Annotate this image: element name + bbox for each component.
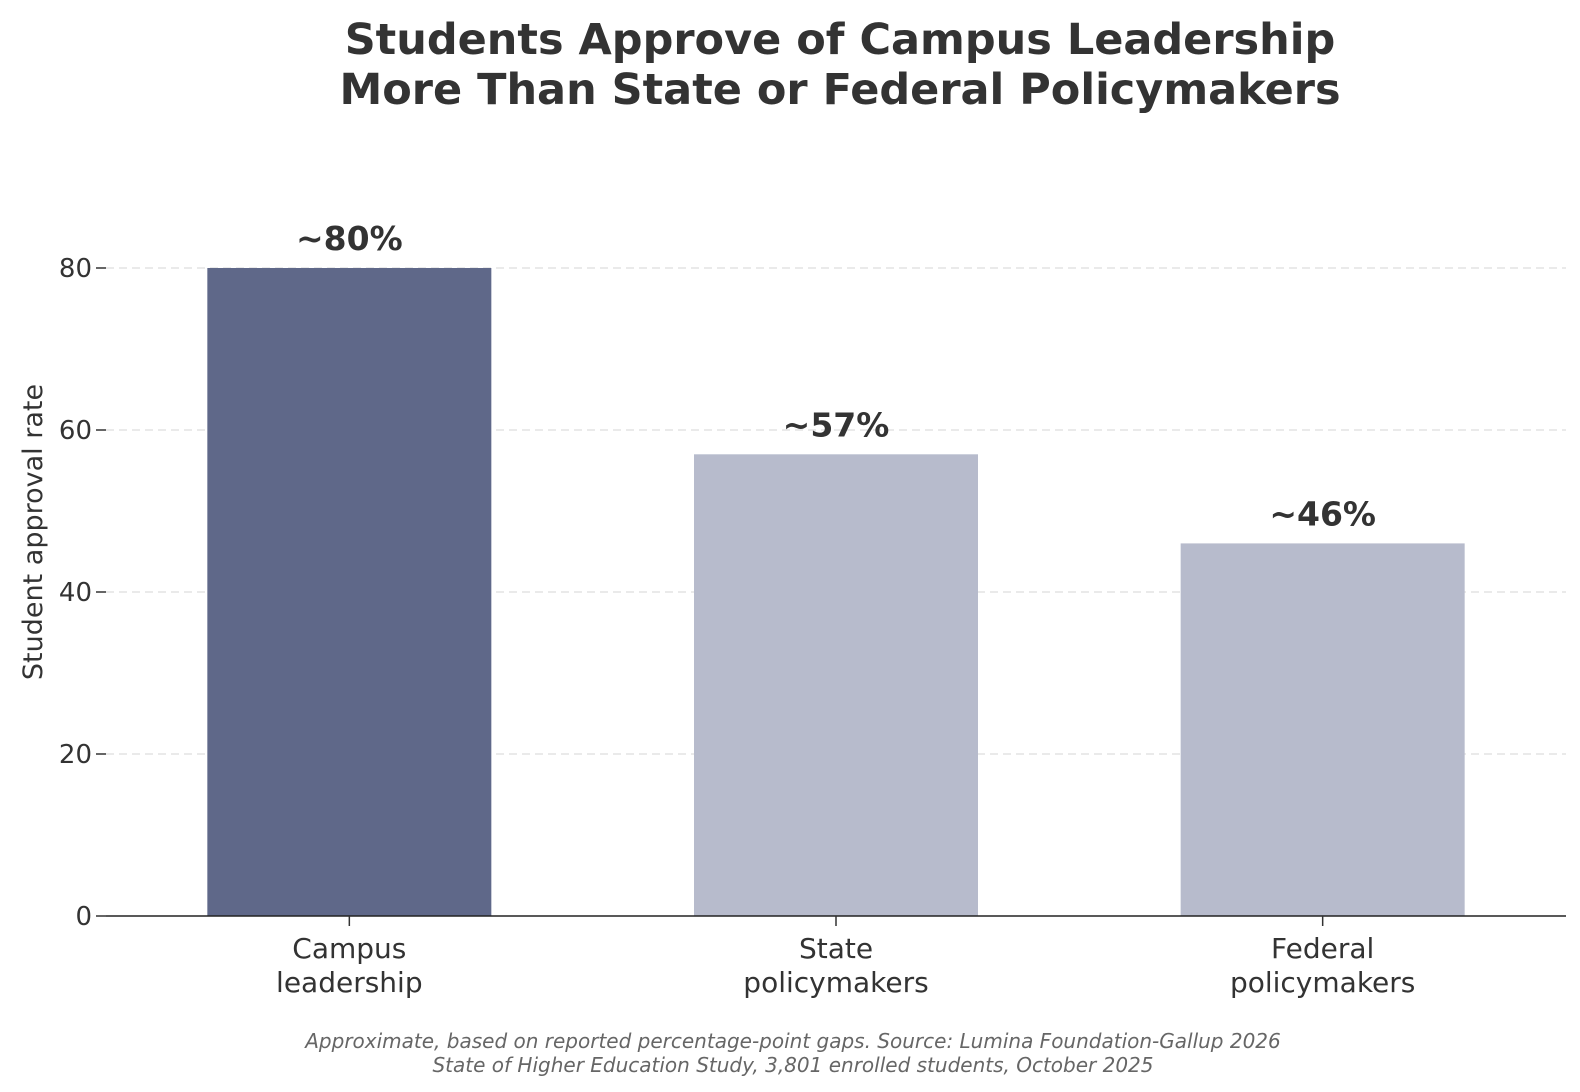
y-tick-label: 0 [75, 902, 92, 932]
y-axis-label: Student approval rate [18, 384, 49, 680]
x-tick-label: Federal [1271, 932, 1374, 965]
footnote-line-1: Approximate, based on reported percentag… [303, 1029, 1281, 1053]
y-tick-label: 80 [59, 254, 92, 284]
chart-title-line-1: Students Approve of Campus Leadership [345, 15, 1336, 65]
y-tick-label: 40 [59, 578, 92, 608]
x-tick-label: policymakers [1230, 966, 1415, 999]
x-axis-ticks: CampusleadershipStatepolicymakersFederal… [276, 916, 1415, 999]
bar [694, 454, 978, 916]
x-tick-label: State [799, 932, 873, 965]
bar-value-label: ~80% [296, 219, 403, 258]
chart-title: Students Approve of Campus Leadership Mo… [339, 15, 1340, 115]
y-axis-ticks: 0 20 40 60 80 [59, 254, 106, 932]
x-tick-label: policymakers [743, 966, 928, 999]
bar-value-label: ~57% [783, 405, 890, 444]
x-tick-label: leadership [276, 966, 423, 999]
x-tick-label: Campus [292, 932, 406, 965]
bar-value-label: ~46% [1269, 494, 1376, 533]
footnote: Approximate, based on reported percentag… [303, 1029, 1281, 1077]
bar-value-labels: ~80% ~57% ~46% [296, 219, 1376, 533]
bar [1180, 543, 1465, 916]
bar [207, 268, 492, 916]
chart-title-line-2: More Than State or Federal Policymakers [339, 65, 1340, 115]
bars [207, 268, 1465, 916]
footnote-line-2: State of Higher Education Study, 3,801 e… [432, 1053, 1153, 1077]
y-tick-label: 60 [59, 416, 92, 446]
y-tick-label: 20 [59, 740, 92, 770]
